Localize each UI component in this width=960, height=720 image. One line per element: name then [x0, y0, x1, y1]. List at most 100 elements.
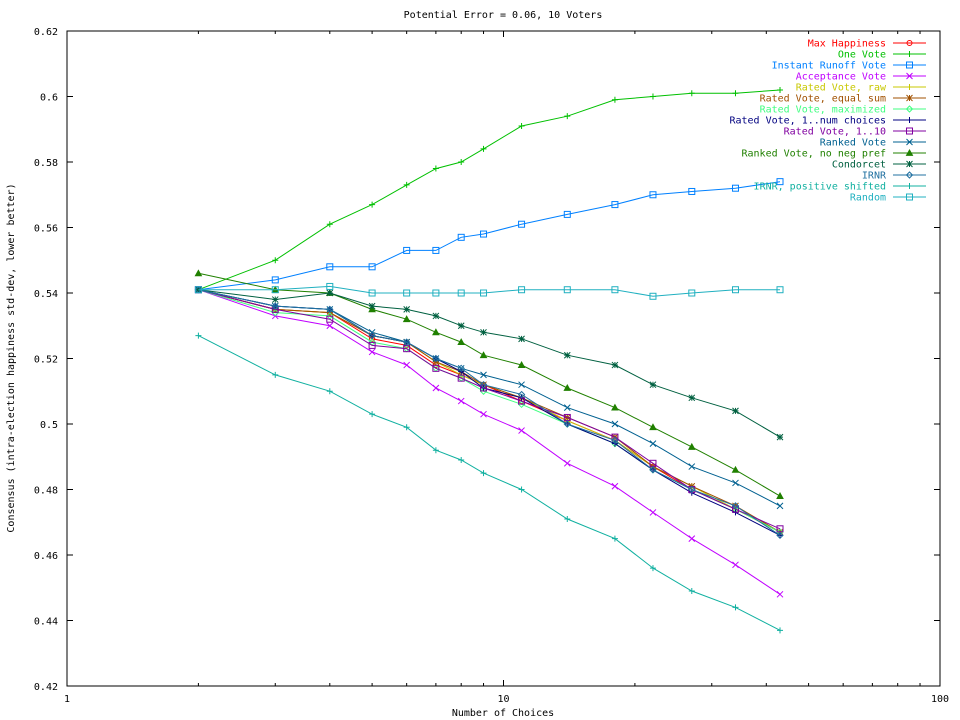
- data-point: [271, 302, 279, 310]
- y-tick-label: 0.58: [34, 158, 58, 169]
- data-point: [480, 371, 487, 379]
- legend-swatch-marker: [906, 72, 913, 80]
- series-line: [198, 289, 781, 536]
- data-point: [776, 492, 784, 499]
- data-point: [432, 289, 440, 297]
- legend-swatch-marker: [906, 193, 913, 201]
- legend-label: Condorcet: [832, 160, 886, 171]
- legend-swatch-marker: [906, 84, 913, 90]
- data-point: [457, 397, 465, 405]
- data-point: [776, 502, 784, 510]
- data-point: [649, 509, 657, 516]
- data-point: [611, 403, 619, 411]
- data-point: [479, 380, 488, 389]
- data-point: [518, 122, 525, 129]
- y-tick-label: 0.54: [34, 289, 58, 300]
- series-12: [194, 286, 784, 540]
- data-point: [194, 286, 202, 294]
- series-line: [198, 181, 781, 291]
- data-point: [517, 400, 526, 409]
- legend-swatch-marker: [905, 105, 914, 113]
- legend-label: Rated Vote, 1..10: [784, 127, 886, 138]
- x-tick-label: 100: [931, 694, 949, 705]
- y-tick-label: 0.48: [34, 486, 58, 497]
- data-point: [402, 315, 411, 323]
- data-point: [369, 411, 376, 418]
- data-point: [777, 86, 784, 93]
- data-point: [518, 427, 525, 434]
- y-axis: 0.42 0.44 0.46 0.48 0.5 0.52 0.54 0.56 0.58 0.6 0.…: [34, 27, 940, 693]
- series-line: [198, 289, 781, 533]
- data-point: [517, 390, 526, 399]
- legend-swatch-marker: [906, 117, 913, 123]
- series-line: [198, 289, 781, 533]
- data-point: [326, 305, 334, 314]
- series-layer: [194, 86, 784, 634]
- data-point: [403, 361, 411, 369]
- data-point: [326, 315, 334, 323]
- data-point: [403, 306, 411, 313]
- data-point: [272, 257, 279, 264]
- data-point: [518, 286, 526, 294]
- data-point: [732, 561, 739, 569]
- data-point: [432, 165, 439, 172]
- data-point: [457, 364, 465, 373]
- legend-label: IRNR, positive shifted: [754, 182, 886, 193]
- data-point: [480, 410, 487, 418]
- data-point: [611, 286, 619, 294]
- data-point: [563, 420, 571, 428]
- series-13: [195, 332, 784, 634]
- data-point: [480, 328, 487, 336]
- data-point: [518, 486, 525, 493]
- legend-item: Ranked Vote, no neg pref: [742, 149, 926, 160]
- data-point: [326, 221, 333, 228]
- series-line: [198, 289, 781, 533]
- legend-swatch-marker: [906, 138, 913, 146]
- data-point: [688, 588, 695, 595]
- data-point: [432, 312, 440, 320]
- y-tick-label: 0.56: [34, 224, 58, 235]
- y-axis-label: Consensus (intra-election happiness std-…: [6, 183, 17, 532]
- data-point: [611, 361, 619, 369]
- data-point: [480, 289, 488, 297]
- data-point: [649, 191, 657, 199]
- series-2: [194, 178, 784, 294]
- legend-item: Rated Vote, maximized: [760, 105, 926, 116]
- x-axis: 1 10 100: [64, 31, 949, 705]
- data-point: [688, 394, 696, 402]
- y-tick-label: 0.6: [40, 93, 58, 104]
- legend-swatch-marker: [905, 171, 914, 179]
- data-point: [369, 201, 376, 208]
- series-14: [194, 282, 784, 300]
- data-point: [479, 387, 488, 395]
- data-point: [271, 286, 279, 294]
- series-4: [195, 286, 784, 536]
- data-point: [368, 331, 376, 340]
- data-point: [326, 289, 334, 297]
- legend-label: IRNR: [862, 171, 887, 182]
- data-point: [403, 424, 410, 431]
- y-tick-label: 0.42: [34, 682, 58, 693]
- legend-label: Max Happiness: [808, 39, 886, 50]
- data-point: [688, 289, 696, 297]
- x-tick-label: 10: [497, 694, 509, 705]
- data-point: [732, 90, 739, 97]
- data-point: [563, 210, 571, 218]
- legend-label: Rated Vote, 1..num choices: [729, 116, 886, 127]
- data-point: [518, 381, 525, 389]
- legend-item: Max Happiness: [808, 39, 926, 50]
- data-point: [776, 178, 784, 186]
- data-point: [564, 113, 571, 120]
- series-1: [195, 86, 784, 293]
- data-point: [777, 627, 784, 634]
- y-tick-label: 0.5: [40, 420, 58, 431]
- legend-item: Rated Vote, raw: [796, 83, 926, 94]
- data-point: [731, 502, 740, 510]
- data-point: [732, 604, 739, 611]
- legend-label: Instant Runoff Vote: [772, 61, 886, 72]
- data-point: [649, 466, 657, 474]
- series-line: [198, 89, 781, 291]
- x-axis-label: Number of Choices: [452, 708, 554, 719]
- chart-title: Potential Error = 0.06, 10 Voters: [404, 10, 603, 21]
